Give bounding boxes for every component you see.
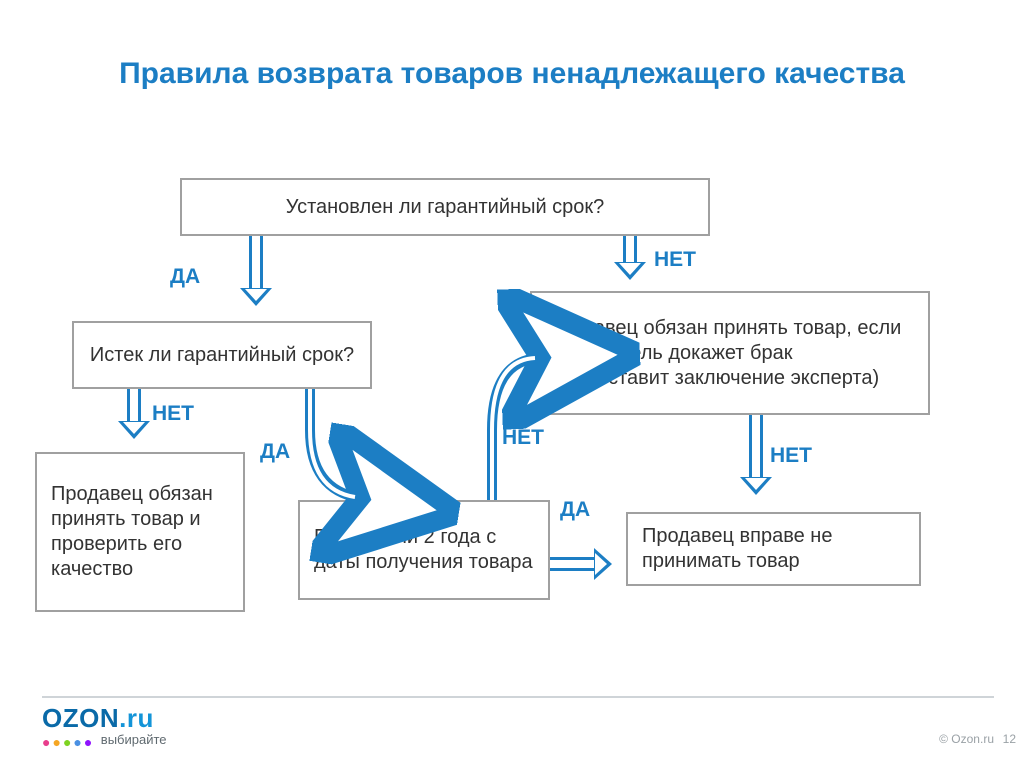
footer-divider [42,696,994,698]
logo-primary: OZON [42,703,119,733]
edge-label-net-4: НЕТ [770,444,812,468]
node-text: Установлен ли гарантийный срок? [286,195,605,220]
edge-label-net-3: НЕТ [502,426,544,450]
logo-suffix: .ru [119,703,154,733]
copyright: © Ozon.ru [939,732,994,746]
edge-label-net-1: НЕТ [654,248,696,272]
flow-node-warranty-set: Установлен ли гарантийный срок? [180,178,710,236]
flow-node-seller-must-accept-if-proof: Продавец обязан принять товар, если потр… [530,291,930,415]
arrow-n5-n6 [550,548,626,580]
arrow-n2-n6 [740,415,772,512]
page-number: 12 [1003,732,1016,746]
edge-label-net-2: НЕТ [152,402,194,426]
edge-label-da-2: ДА [260,440,290,464]
edge-label-da-3: ДА [560,498,590,522]
arrow-n1-n3 [240,236,272,321]
flow-node-seller-must-check: Продавец обязан принять товар и проверит… [35,452,245,612]
flow-node-warranty-expired: Истек ли гарантийный срок? [72,321,372,389]
edge-label-da-1: ДА [170,265,200,289]
arrow-n3-n4 [118,389,150,452]
arrow-n1-n2 [614,236,646,291]
logo-dots: ●●●●● [42,734,94,750]
logo-tagline: выбирайте [101,732,167,747]
node-text: Истек ли гарантийный срок? [90,343,354,368]
node-text: Прошло ли 2 года с даты получения товара [314,525,534,575]
flow-node-two-years-passed: Прошло ли 2 года с даты получения товара [298,500,550,600]
node-text: Продавец обязан принять товар и проверит… [51,482,229,582]
page-title: Правила возврата товаров ненадлежащего к… [0,55,1024,93]
flow-node-seller-may-refuse: Продавец вправе не принимать товар [626,512,921,586]
node-text: Продавец обязан принять товар, если потр… [546,316,914,391]
node-text: Продавец вправе не принимать товар [642,524,905,574]
ozon-logo: OZON.ru ●●●●● выбирайте [42,703,167,752]
